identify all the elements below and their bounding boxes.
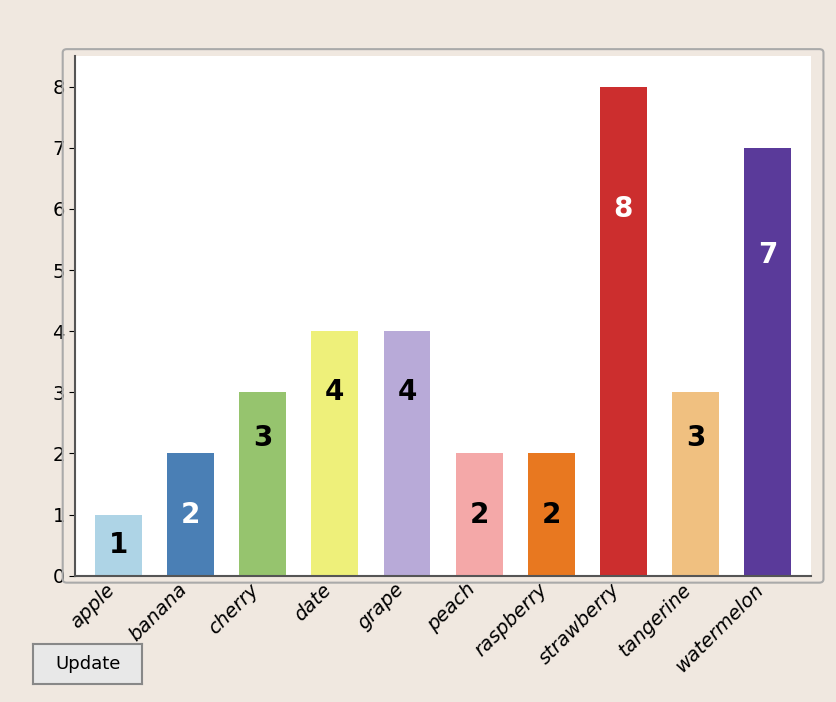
Text: 7: 7 bbox=[758, 241, 777, 269]
Text: 4: 4 bbox=[397, 378, 416, 406]
Bar bbox=[384, 331, 431, 576]
Bar bbox=[239, 392, 286, 576]
Text: 2: 2 bbox=[181, 501, 201, 529]
Bar bbox=[600, 87, 647, 576]
Bar bbox=[167, 453, 214, 576]
Text: 2: 2 bbox=[470, 501, 489, 529]
Bar bbox=[456, 453, 502, 576]
Bar bbox=[672, 392, 719, 576]
Text: 2: 2 bbox=[542, 501, 561, 529]
Text: 1: 1 bbox=[109, 531, 128, 559]
Text: Update: Update bbox=[55, 655, 120, 673]
Bar bbox=[528, 453, 574, 576]
Text: 3: 3 bbox=[253, 424, 273, 452]
Text: 4: 4 bbox=[325, 378, 344, 406]
Bar bbox=[744, 148, 791, 576]
Bar bbox=[312, 331, 359, 576]
Text: 8: 8 bbox=[614, 195, 633, 223]
Bar bbox=[95, 515, 142, 576]
Text: 3: 3 bbox=[686, 424, 706, 452]
